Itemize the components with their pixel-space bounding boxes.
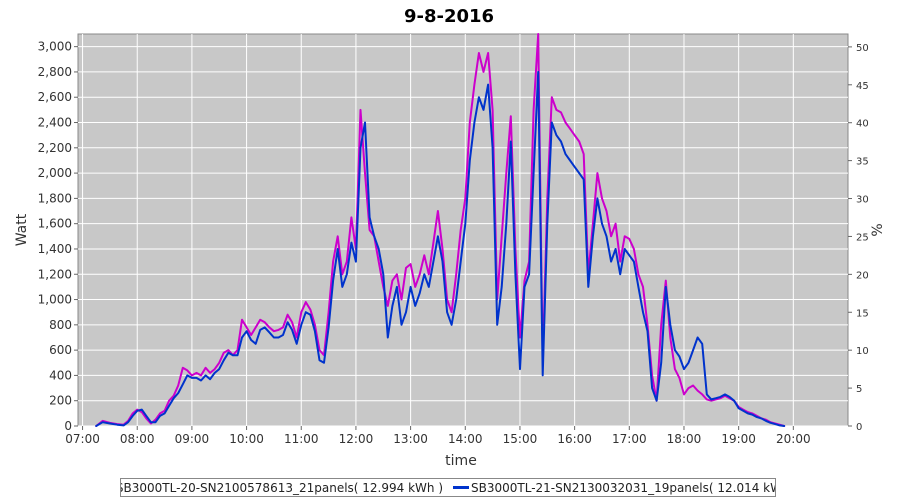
y2-tick-label: 20 <box>856 270 869 281</box>
y2-tick-label: 25 <box>856 232 869 243</box>
y2-tick-label: 35 <box>856 157 869 168</box>
y-tick-label: 0 <box>64 419 72 433</box>
y2-tick-label: 45 <box>856 81 869 92</box>
x-axis-title: time <box>445 453 477 469</box>
x-tick-label: 17:00 <box>612 432 647 446</box>
legend-item-series-2: SB3000TL-21-SN2130032031_19panels( 12.01… <box>453 480 776 495</box>
x-tick-label: 10:00 <box>229 432 264 446</box>
x-tick-label: 13:00 <box>393 432 428 446</box>
y-tick-label: 200 <box>49 394 72 408</box>
y-tick-label: 1,600 <box>38 217 72 231</box>
x-tick-label: 19:00 <box>721 432 756 446</box>
y2-tick-label: 30 <box>856 195 869 206</box>
y-tick-label: 2,400 <box>38 116 72 130</box>
y-tick-label: 2,800 <box>38 65 72 79</box>
y-tick-label: 1,000 <box>38 293 72 307</box>
x-tick-label: 11:00 <box>284 432 319 446</box>
y-tick-label: 1,200 <box>38 267 72 281</box>
y-axis: 0 200 400 600 800 1,000 1,200 1,400 1,600 1,800 2,… <box>38 40 78 433</box>
y2-tick-label: 40 <box>856 119 869 130</box>
y-tick-label: 2,000 <box>38 166 72 180</box>
y-tick-label: 2,200 <box>38 141 72 155</box>
y-tick-label: 1,400 <box>38 242 72 256</box>
legend-swatch-series-2 <box>453 486 469 489</box>
y2-axis-title: % <box>870 223 886 236</box>
grid-lines <box>78 34 848 427</box>
y-axis-title: Watt <box>14 213 30 246</box>
legend: SB3000TL-20-SN2100578613_21panels( 12.99… <box>120 478 776 497</box>
x-tick-label: 07:00 <box>65 432 100 446</box>
x-tick-label: 18:00 <box>667 432 702 446</box>
y-tick-label: 1,800 <box>38 191 72 205</box>
x-tick-label: 15:00 <box>503 432 538 446</box>
y-tick-label: 400 <box>49 368 72 382</box>
x-axis: 07:00 08:00 09:00 10:00 11:00 12:00 13:00 14:00… <box>65 426 811 446</box>
y2-tick-label: 5 <box>856 384 862 395</box>
y2-tick-label: 10 <box>856 346 869 357</box>
legend-item-series-1: SB3000TL-20-SN2100578613_21panels( 12.99… <box>120 480 443 495</box>
y2-axis: 0 5 10 15 20 25 30 35 40 45 50 <box>848 43 869 433</box>
y2-tick-label: 15 <box>856 308 869 319</box>
y-tick-label: 3,000 <box>38 40 72 54</box>
x-tick-label: 12:00 <box>339 432 374 446</box>
x-tick-label: 16:00 <box>557 432 592 446</box>
series-line-2 <box>95 70 786 427</box>
x-tick-label: 20:00 <box>776 432 811 446</box>
x-tick-label: 08:00 <box>120 432 155 446</box>
y2-tick-label: 50 <box>856 43 869 54</box>
legend-label-series-2: SB3000TL-21-SN2130032031_19panels( 12.01… <box>471 480 776 495</box>
plot-area <box>77 33 849 427</box>
y-tick-label: 2,600 <box>38 90 72 104</box>
chart-title: 9-8-2016 <box>404 6 494 27</box>
x-tick-label: 09:00 <box>175 432 210 446</box>
legend-label-series-1: SB3000TL-20-SN2100578613_21panels( 12.99… <box>120 480 443 495</box>
series-lines <box>95 33 786 427</box>
x-tick-label: 14:00 <box>448 432 483 446</box>
y-tick-label: 800 <box>49 318 72 332</box>
y2-tick-label: 0 <box>856 422 862 433</box>
series-line-1 <box>95 33 786 427</box>
y-tick-label: 600 <box>49 343 72 357</box>
